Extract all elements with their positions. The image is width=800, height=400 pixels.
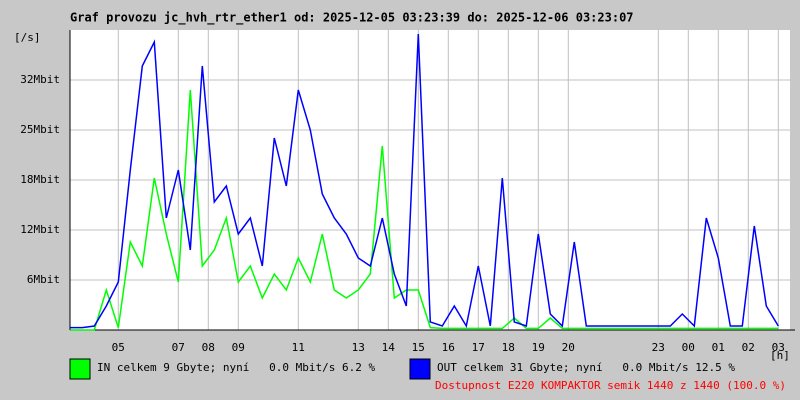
series-line (70, 33, 779, 329)
x-tick-label: 03 (772, 341, 785, 354)
x-tick-label: 18 (502, 341, 515, 354)
x-tick-label: 13 (352, 341, 365, 354)
y-tick-label: 32Mbit (20, 73, 60, 86)
legend-label: IN celkem 9 Gbyte; nyní 0.0 Mbit/s 6.2 % (97, 361, 376, 374)
series-line (70, 89, 779, 331)
y-tick-label: 6Mbit (27, 273, 60, 286)
x-tick-label: 17 (472, 341, 485, 354)
x-tick-label: 08 (202, 341, 215, 354)
legend-swatch (69, 358, 91, 380)
x-tick-label: 02 (742, 341, 755, 354)
y-tick-label: 18Mbit (20, 173, 60, 186)
x-tick-label: 15 (412, 341, 425, 354)
chart-title: Graf provozu jc_hvh_rtr_ether1 od: 2025-… (70, 11, 634, 26)
x-tick-label: 20 (562, 341, 575, 354)
x-tick-label: 07 (172, 341, 185, 354)
y-axis-label: [/s] (14, 31, 41, 44)
x-tick-label: 01 (712, 341, 725, 354)
x-tick-label: 09 (232, 341, 245, 354)
x-tick-label: 05 (112, 341, 125, 354)
x-tick-label: 19 (532, 341, 545, 354)
legend-label: OUT celkem 31 Gbyte; nyní 0.0 Mbit/s 12.… (437, 361, 735, 374)
legend-swatch (409, 358, 431, 380)
x-tick-label: 00 (682, 341, 695, 354)
x-tick-label: 11 (292, 341, 305, 354)
x-tick-label: 16 (442, 341, 455, 354)
y-tick-label: 12Mbit (20, 223, 60, 236)
x-tick-label: 23 (652, 341, 665, 354)
x-axis-label: [h] (770, 349, 790, 362)
availability-note: Dostupnost E220 KOMPAKTOR semik 1440 z 1… (435, 379, 786, 392)
x-tick-label: 14 (382, 341, 396, 354)
y-tick-label: 25Mbit (20, 123, 60, 136)
